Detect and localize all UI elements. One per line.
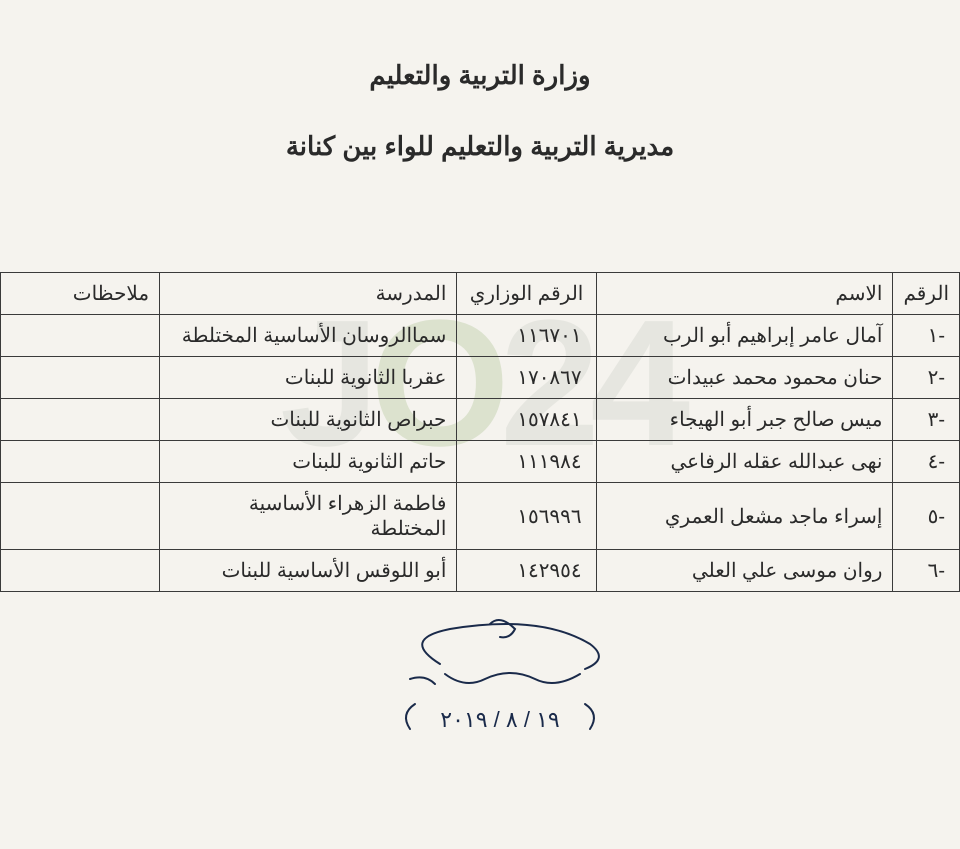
ministry-title: وزارة التربية والتعليم (0, 60, 960, 91)
directorate-title: مديرية التربية والتعليم للواء بين كنانة (0, 131, 960, 162)
cell-name: ميس صالح جبر أبو الهيجاء (596, 399, 893, 441)
cell-school: سماالروسان الأساسية المختلطة (160, 315, 457, 357)
document-header: وزارة التربية والتعليم مديرية التربية وا… (0, 60, 960, 162)
col-header-school: المدرسة (160, 273, 457, 315)
cell-ministerial: ١٥٧٨٤١ (457, 399, 596, 441)
cell-name: روان موسى علي العلي (596, 550, 893, 592)
cell-school: فاطمة الزهراء الأساسية المختلطة (160, 483, 457, 550)
cell-school: حبراص الثانوية للبنات (160, 399, 457, 441)
table-row: -١ آمال عامر إبراهيم أبو الرب ١١٦٧٠١ سما… (1, 315, 960, 357)
cell-notes (1, 550, 160, 592)
table-header-row: الرقم الاسم الرقم الوزاري المدرسة ملاحظا… (1, 273, 960, 315)
table-row: -٥ إسراء ماجد مشعل العمري ١٥٦٩٩٦ فاطمة ا… (1, 483, 960, 550)
signature-svg: ١٩ / ٨ / ٢٠١٩ (350, 609, 650, 769)
cell-ministerial: ١١١٩٨٤ (457, 441, 596, 483)
cell-name: نهى عبدالله عقله الرفاعي (596, 441, 893, 483)
table-body: -١ آمال عامر إبراهيم أبو الرب ١١٦٧٠١ سما… (1, 315, 960, 592)
col-header-num: الرقم (893, 273, 960, 315)
cell-school: عقربا الثانوية للبنات (160, 357, 457, 399)
table-row: -٦ روان موسى علي العلي ١٤٢٩٥٤ أبو اللوقس… (1, 550, 960, 592)
table-row: -٢ حنان محمود محمد عبيدات ١٧٠٨٦٧ عقربا ا… (1, 357, 960, 399)
cell-ministerial: ١٥٦٩٩٦ (457, 483, 596, 550)
cell-name: آمال عامر إبراهيم أبو الرب (596, 315, 893, 357)
table-row: -٣ ميس صالح جبر أبو الهيجاء ١٥٧٨٤١ حبراص… (1, 399, 960, 441)
cell-name: حنان محمود محمد عبيدات (596, 357, 893, 399)
cell-ministerial: ١٤٢٩٥٤ (457, 550, 596, 592)
cell-num: -٦ (893, 550, 960, 592)
signature-date: ١٩ / ٨ / ٢٠١٩ (440, 707, 559, 732)
cell-notes (1, 315, 160, 357)
col-header-name: الاسم (596, 273, 893, 315)
cell-ministerial: ١٧٠٨٦٧ (457, 357, 596, 399)
col-header-notes: ملاحظات (1, 273, 160, 315)
cell-num: -١ (893, 315, 960, 357)
cell-num: -٢ (893, 357, 960, 399)
signature-block: ١٩ / ٨ / ٢٠١٩ (350, 609, 650, 769)
cell-school: أبو اللوقس الأساسية للبنات (160, 550, 457, 592)
cell-school: حاتم الثانوية للبنات (160, 441, 457, 483)
document-page: JO24 وزارة التربية والتعليم مديرية الترب… (0, 0, 960, 849)
assignments-table: الرقم الاسم الرقم الوزاري المدرسة ملاحظا… (0, 272, 960, 592)
cell-notes (1, 441, 160, 483)
cell-name: إسراء ماجد مشعل العمري (596, 483, 893, 550)
cell-num: -٣ (893, 399, 960, 441)
table-row: -٤ نهى عبدالله عقله الرفاعي ١١١٩٨٤ حاتم … (1, 441, 960, 483)
cell-num: -٥ (893, 483, 960, 550)
cell-notes (1, 357, 160, 399)
cell-ministerial: ١١٦٧٠١ (457, 315, 596, 357)
cell-notes (1, 483, 160, 550)
cell-notes (1, 399, 160, 441)
cell-num: -٤ (893, 441, 960, 483)
col-header-ministerial: الرقم الوزاري (457, 273, 596, 315)
